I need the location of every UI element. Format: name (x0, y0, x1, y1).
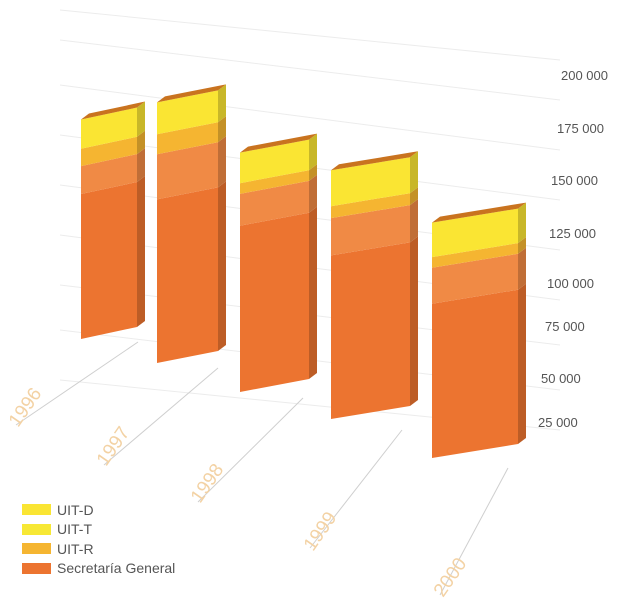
legend-label-uit-d: UIT-D (57, 501, 94, 518)
year-guide-line (15, 341, 139, 426)
bar-1998-uit-r-side (309, 174, 317, 213)
year-guide-line (309, 429, 403, 549)
bar-1999-uit-d-top (331, 151, 418, 171)
bar-2000-uit-t (432, 243, 518, 268)
bar-1996-uit-d-side (137, 101, 145, 137)
y-tick-label: 100 000 (547, 276, 594, 291)
legend-item-uit-r: UIT-R (22, 539, 175, 559)
bar-1997-uit-d (157, 90, 218, 135)
bar-stack-2000 (432, 202, 526, 458)
bar-1998-uit-t-side (309, 164, 317, 181)
bar-1998-uit-d-side (309, 133, 317, 171)
bar-2000-uit-r-side (518, 247, 526, 290)
bar-1999-uit-r (331, 205, 410, 256)
legend: UIT-D UIT-T UIT-R Secretaría General (22, 500, 175, 578)
bar-2000-uit-d (432, 208, 518, 258)
bar-1997-uit-t-side (218, 116, 226, 143)
y-tick-label: 50 000 (541, 371, 581, 386)
bar-1999-uit-r-side (410, 199, 418, 243)
bar-1998-uit-d (240, 139, 309, 184)
bar-2000-uit-t-side (518, 237, 526, 254)
bar-1999-uit-d-side (410, 151, 418, 194)
bar-2000-uit-d-side (518, 202, 526, 244)
y-tick-label: 25 000 (538, 415, 578, 430)
bar-stack-1998 (240, 133, 317, 392)
bar-1996-uit-r-side (137, 148, 145, 183)
y-tick-label: 125 000 (549, 226, 596, 241)
y-tick-label: 200 000 (561, 68, 608, 83)
y-tick-label: 150 000 (551, 173, 598, 188)
legend-item-uit-d: UIT-D (22, 500, 175, 520)
legend-item-secretaria-general: Secretaría General (22, 559, 175, 579)
gridline (59, 9, 561, 61)
bar-1998-uit-d-top (240, 133, 317, 153)
year-guide-line (103, 367, 219, 466)
year-guide-line (197, 397, 304, 503)
legend-label-uit-r: UIT-R (57, 540, 94, 557)
x-tick-label-2000: 2000 (430, 554, 471, 600)
bar-1999-secretar-a-general-side (410, 236, 418, 406)
x-tick-label-1998: 1998 (187, 460, 228, 507)
bar-1997-uit-d-top (157, 84, 226, 103)
bar-1997-secretar-a-general-side (218, 181, 226, 351)
bar-1998-uit-r (240, 180, 309, 226)
bar-1999-uit-t (331, 193, 410, 219)
legend-swatch-uit-d (22, 504, 51, 516)
bar-1998-secretar-a-general (240, 212, 309, 392)
bar-stack-1999 (331, 151, 418, 419)
bar-1999-uit-t-side (410, 187, 418, 206)
legend-swatch-uit-r (22, 543, 51, 555)
x-tick-label-1996: 1996 (5, 384, 46, 431)
bar-1996-uit-t-side (137, 130, 145, 155)
x-tick-label-1997: 1997 (93, 423, 134, 470)
legend-label-secretaria-general: Secretaría General (57, 560, 176, 577)
bar-1999-secretar-a-general (331, 242, 410, 419)
legend-label-uit-t: UIT-T (57, 521, 92, 538)
y-tick-label: 175 000 (557, 121, 604, 136)
legend-swatch-uit-t (22, 523, 51, 535)
bar-1996-uit-d-top (81, 101, 145, 120)
year-guide-line (439, 467, 509, 596)
bar-1999-uit-d (331, 157, 410, 207)
bars (81, 84, 526, 458)
bar-1997-uit-r-side (218, 136, 226, 188)
bar-1998-uit-t (240, 170, 309, 194)
bar-1997-uit-t (157, 122, 218, 155)
bar-1996-uit-d (81, 107, 137, 149)
bar-2000-secretar-a-general-side (518, 283, 526, 444)
bar-1996-secretar-a-general-side (137, 176, 145, 327)
gridline (59, 84, 561, 151)
bar-1996-uit-t (81, 136, 137, 167)
bar-1997-uit-d-side (218, 84, 226, 123)
bar-1998-secretar-a-general-side (309, 206, 317, 379)
bar-1997-secretar-a-general (157, 187, 218, 363)
legend-swatch-secretaria-general (22, 562, 51, 574)
gridline (59, 39, 561, 101)
bar-1997-uit-r (157, 142, 218, 200)
bar-stack-1997 (157, 84, 226, 363)
legend-item-uit-t: UIT-T (22, 520, 175, 540)
bar-stack-1996 (81, 101, 145, 339)
bar-2000-uit-d-top (432, 202, 526, 223)
bar-2000-uit-r (432, 253, 518, 304)
bar-1996-uit-r (81, 154, 137, 195)
y-axis-tick-labels: 25 000 50 000 75 000 100 000 125 000 150 000 1… (538, 68, 608, 430)
bar-2000-secretar-a-general (432, 289, 518, 458)
bar-1996-secretar-a-general (81, 182, 137, 339)
y-tick-label: 75 000 (545, 319, 585, 334)
